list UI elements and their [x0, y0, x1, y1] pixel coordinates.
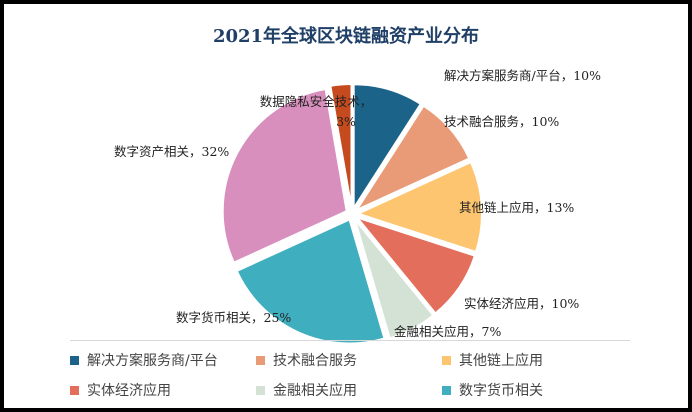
legend-swatch [442, 385, 451, 395]
pie-slice [354, 215, 477, 315]
legend-swatch [70, 385, 79, 395]
slice-label: 数据隐私安全技术， [260, 94, 373, 109]
pie-slice [329, 83, 353, 209]
legend-item: 解决方案服务商/平台 [70, 349, 218, 371]
slice-label: 金融相关应用，7% [394, 324, 501, 339]
legend-label: 其他链上应用 [459, 353, 543, 369]
chart-legend: 解决方案服务商/平台 技术融合服务 其他链上应用实体经济应用 金融相关应用 数字货币相关 [70, 340, 630, 408]
legend-swatch [256, 385, 265, 395]
slice-label: 其他链上应用，13% [459, 200, 574, 215]
legend-item: 数字货币相关 [442, 379, 543, 401]
legend-label: 解决方案服务商/平台 [87, 353, 218, 369]
pie-slice [221, 87, 348, 265]
legend-swatch [70, 355, 79, 365]
slice-label: 实体经济应用，10% [464, 296, 579, 311]
chart-frame: 2021年全球区块链融资产业分布 解决方案服务商/平台，10% 技术融合服务，10… [4, 4, 688, 408]
legend-swatch [256, 355, 265, 365]
pie-slice [353, 104, 471, 213]
legend-item: 金融相关应用 [256, 379, 357, 401]
legend-label: 技术融合服务 [273, 353, 357, 369]
legend-label: 实体经济应用 [87, 383, 171, 399]
slice-label: 解决方案服务商/平台，10% [444, 68, 601, 83]
slice-label: 3% [336, 114, 356, 129]
legend-label: 数字货币相关 [459, 383, 543, 399]
legend-label: 金融相关应用 [273, 383, 357, 399]
chart-title: 2021年全球区块链融资产业分布 [212, 26, 480, 47]
legend-item: 技术融合服务 [256, 349, 357, 371]
slice-label: 技术融合服务，10% [444, 114, 559, 129]
pie-slice [353, 218, 435, 340]
legend-swatch [442, 355, 451, 365]
pie-slice [355, 160, 483, 254]
legend-item: 其他链上应用 [442, 349, 543, 371]
legend-item: 实体经济应用 [70, 379, 171, 401]
pie-chart: 解决方案服务商/平台，10% 技术融合服务，10% 其他链上应用，13% 实体经济应用… [114, 68, 601, 345]
pie-slice [352, 83, 423, 212]
pie-slice [235, 218, 386, 345]
slice-label: 数字资产相关，32% [114, 144, 229, 159]
slice-label: 数字货币相关，25% [176, 310, 291, 325]
